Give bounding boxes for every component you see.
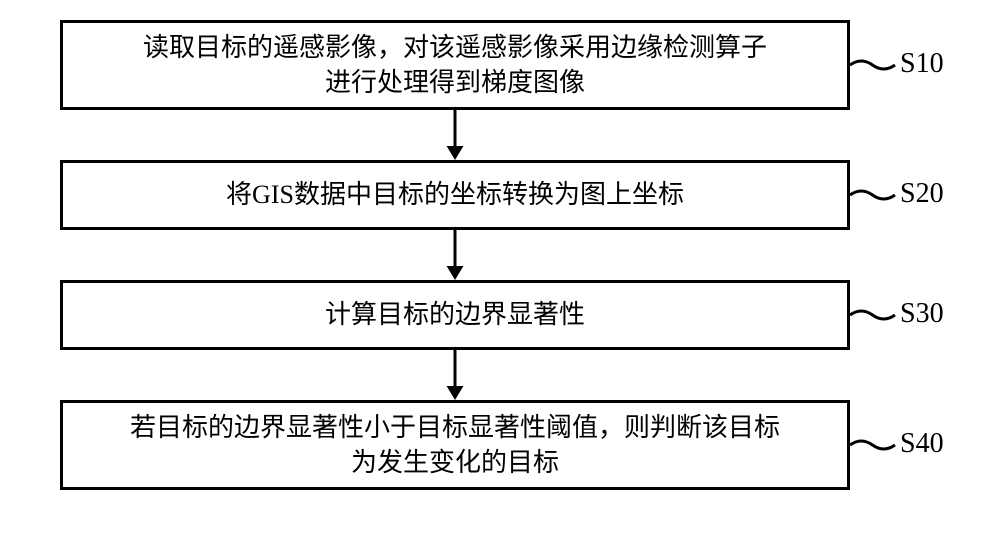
flowchart-canvas: 读取目标的遥感影像，对该遥感影像采用边缘检测算子 进行处理得到梯度图像将GIS数… [0, 0, 1000, 540]
flow-arrow-s30-s40 [0, 0, 1000, 540]
